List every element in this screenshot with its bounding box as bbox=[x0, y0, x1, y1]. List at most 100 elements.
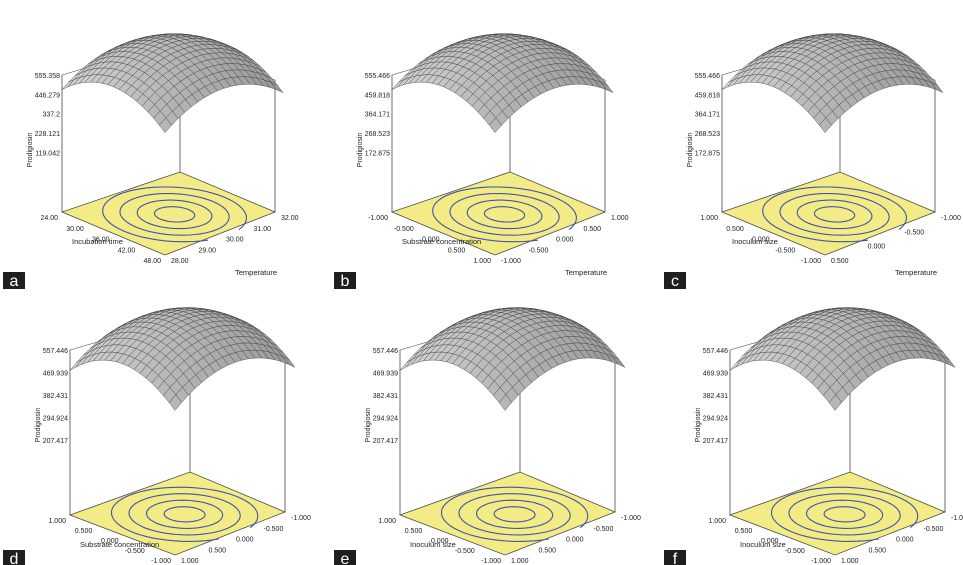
y-tick-label: 0.500 bbox=[726, 226, 744, 233]
z-tick-label: 172.875 bbox=[695, 150, 720, 157]
z-axis-title: Prodigiosin bbox=[35, 408, 42, 443]
panel-letter: f bbox=[673, 551, 678, 565]
response-surface bbox=[721, 33, 944, 133]
z-tick-label: 382.431 bbox=[373, 393, 398, 400]
contour-line-2 bbox=[806, 499, 884, 529]
x-tick-label: 1.000 bbox=[181, 558, 199, 565]
panel-letter-badge bbox=[334, 550, 356, 565]
contour-line-3 bbox=[779, 192, 890, 236]
panel-letter: d bbox=[10, 551, 19, 565]
y-tick-label: -0.500 bbox=[125, 548, 145, 555]
y-tick-label: 1.000 bbox=[700, 215, 718, 222]
y-tick-label: 0.500 bbox=[448, 247, 466, 254]
contour-line-3 bbox=[128, 493, 241, 536]
surface-plot-e: 557.446 469.939 382.431 294.924 207.417Prodi… bbox=[365, 307, 641, 565]
x-tick-label: 0.500 bbox=[869, 547, 887, 554]
contour-floor bbox=[68, 471, 287, 556]
y-tick-label: -0.500 bbox=[394, 226, 414, 233]
y-tick-label: 1.000 bbox=[473, 258, 491, 265]
contour-floor bbox=[720, 171, 937, 256]
contour-line-1 bbox=[153, 206, 196, 223]
panel-letter-badge bbox=[664, 550, 686, 565]
x-tick-label: -0.500 bbox=[264, 526, 284, 533]
y-tick-label: 0.000 bbox=[752, 237, 770, 244]
z-tick-label: 555.466 bbox=[365, 73, 390, 80]
contour-line-4 bbox=[432, 186, 577, 243]
z-tick-label: 382.431 bbox=[703, 393, 728, 400]
contour-line-2 bbox=[146, 499, 224, 529]
panel-letter: a bbox=[10, 273, 19, 290]
z-tick-label: 469.939 bbox=[43, 371, 68, 378]
x-axis-title: Temperature bbox=[235, 268, 277, 277]
x-tick-label: 31.00 bbox=[254, 226, 272, 233]
z-tick-label: 557.446 bbox=[43, 348, 68, 355]
z-tick-label: 268.523 bbox=[695, 131, 720, 138]
y-tick-label: 36.00 bbox=[92, 237, 110, 244]
x-tick-label: 30.00 bbox=[226, 237, 244, 244]
z-tick-label: 228.121 bbox=[35, 131, 60, 138]
contour-line-1 bbox=[813, 206, 856, 223]
x-tick-label: 1.000 bbox=[841, 558, 859, 565]
y-tick-label: -1.000 bbox=[811, 558, 831, 565]
y-tick-label: 48.00 bbox=[143, 258, 161, 265]
x-tick-label: 0.000 bbox=[896, 537, 914, 544]
x-tick-label: 0.000 bbox=[566, 537, 584, 544]
x-tick-label: 29.00 bbox=[199, 247, 217, 254]
x-tick-label: 32.00 bbox=[281, 215, 299, 222]
y-tick-label: 0.500 bbox=[735, 528, 753, 535]
z-tick-label: 207.417 bbox=[703, 438, 728, 445]
z-tick-label: 364.171 bbox=[365, 112, 390, 119]
x-axis-title: Temperature bbox=[565, 268, 607, 277]
response-surface bbox=[399, 307, 626, 411]
y-tick-label: 30.00 bbox=[66, 226, 84, 233]
contour-line-4 bbox=[440, 486, 589, 542]
y-axis-title: Inoculum size bbox=[410, 540, 456, 549]
y-axis-title: Substrate concentration bbox=[80, 540, 159, 549]
surface-cell bbox=[819, 117, 832, 133]
response-surface bbox=[391, 33, 614, 133]
x-tick-label: 0.500 bbox=[209, 547, 227, 554]
z-axis-title: Prodigiosin bbox=[365, 408, 372, 443]
y-tick-label: -0.500 bbox=[775, 247, 795, 254]
contour-line-2 bbox=[136, 199, 213, 230]
contour-line-1 bbox=[493, 506, 536, 523]
contour-floor bbox=[60, 171, 277, 256]
surface-cell bbox=[168, 394, 182, 411]
z-tick-label: 207.417 bbox=[43, 438, 68, 445]
y-tick-label: 0.000 bbox=[101, 538, 119, 545]
z-tick-label: 557.446 bbox=[703, 348, 728, 355]
y-tick-label: 0.500 bbox=[75, 528, 93, 535]
surface-plot-d: 557.446 469.939 382.431 294.924 207.417Prodi… bbox=[35, 307, 311, 565]
y-tick-label: 0.000 bbox=[761, 538, 779, 545]
y-tick-label: -0.500 bbox=[455, 548, 475, 555]
z-tick-label: 294.924 bbox=[43, 416, 68, 423]
panel-letter: c bbox=[671, 273, 679, 290]
y-axis-title: Incubation time bbox=[72, 237, 123, 246]
surface-plot-a: 555.358 446.279 337.2 228.121 119.042Prodigi… bbox=[27, 33, 299, 277]
y-tick-label: -1.000 bbox=[151, 558, 171, 565]
x-tick-label: 1.000 bbox=[611, 215, 629, 222]
x-tick-label: 0.500 bbox=[539, 547, 557, 554]
z-axis-title: Prodigiosin bbox=[687, 133, 694, 168]
x-tick-label: 0.000 bbox=[868, 244, 886, 251]
x-tick-label: -1.000 bbox=[291, 515, 311, 522]
contour-line-4 bbox=[762, 186, 907, 243]
contour-floor bbox=[398, 471, 617, 556]
contour-line-3 bbox=[119, 192, 230, 236]
y-tick-label: 0.000 bbox=[422, 237, 440, 244]
z-tick-label: 172.875 bbox=[365, 150, 390, 157]
contour-line-2 bbox=[796, 199, 873, 230]
response-surface bbox=[69, 307, 296, 411]
contour-line-1 bbox=[823, 506, 866, 523]
z-tick-label: 382.431 bbox=[43, 393, 68, 400]
contour-line-3 bbox=[458, 493, 571, 536]
surface-cell bbox=[489, 117, 502, 133]
z-tick-label: 446.279 bbox=[35, 92, 60, 99]
z-tick-label: 469.939 bbox=[373, 371, 398, 378]
x-tick-label: -1.000 bbox=[951, 515, 963, 522]
x-tick-label: -1.000 bbox=[621, 515, 641, 522]
contour-line-4 bbox=[110, 486, 259, 542]
y-tick-label: -1.000 bbox=[801, 258, 821, 265]
x-tick-label: 0.000 bbox=[556, 237, 574, 244]
